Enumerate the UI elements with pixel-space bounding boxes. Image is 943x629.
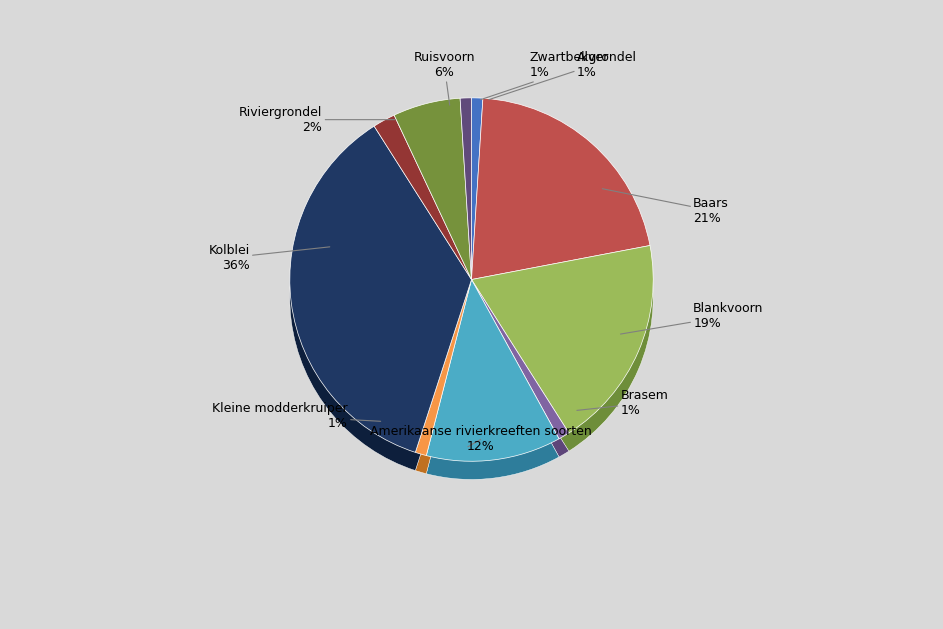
- Text: Kolblei
36%: Kolblei 36%: [208, 244, 330, 272]
- Text: Ruisvoorn
6%: Ruisvoorn 6%: [413, 51, 475, 105]
- Text: Kleine modderkruiper
1%: Kleine modderkruiper 1%: [212, 402, 381, 430]
- Wedge shape: [472, 298, 569, 457]
- Wedge shape: [426, 298, 559, 479]
- Wedge shape: [394, 98, 472, 279]
- Wedge shape: [472, 279, 569, 439]
- Wedge shape: [472, 98, 650, 279]
- Wedge shape: [460, 98, 472, 279]
- Text: Alver
1%: Alver 1%: [488, 51, 609, 99]
- Text: Riviergrondel
2%: Riviergrondel 2%: [240, 106, 395, 133]
- Wedge shape: [374, 115, 472, 279]
- Wedge shape: [472, 116, 650, 298]
- Text: Blankvoorn
19%: Blankvoorn 19%: [620, 302, 764, 334]
- Text: Amerikaanse rivierkreeften soorten
12%: Amerikaanse rivierkreeften soorten 12%: [370, 425, 591, 454]
- Wedge shape: [415, 279, 472, 455]
- Text: Baars
21%: Baars 21%: [603, 189, 729, 225]
- Wedge shape: [472, 98, 483, 279]
- Wedge shape: [472, 264, 653, 451]
- Wedge shape: [426, 279, 559, 461]
- Wedge shape: [290, 126, 472, 452]
- Text: Zwartbekgrondel
1%: Zwartbekgrondel 1%: [481, 51, 637, 99]
- Wedge shape: [460, 116, 472, 298]
- Wedge shape: [472, 245, 653, 433]
- Wedge shape: [394, 116, 472, 298]
- Wedge shape: [472, 116, 483, 298]
- Wedge shape: [415, 298, 472, 474]
- Wedge shape: [290, 144, 472, 470]
- Text: Brasem
1%: Brasem 1%: [577, 389, 669, 417]
- Wedge shape: [374, 133, 472, 298]
